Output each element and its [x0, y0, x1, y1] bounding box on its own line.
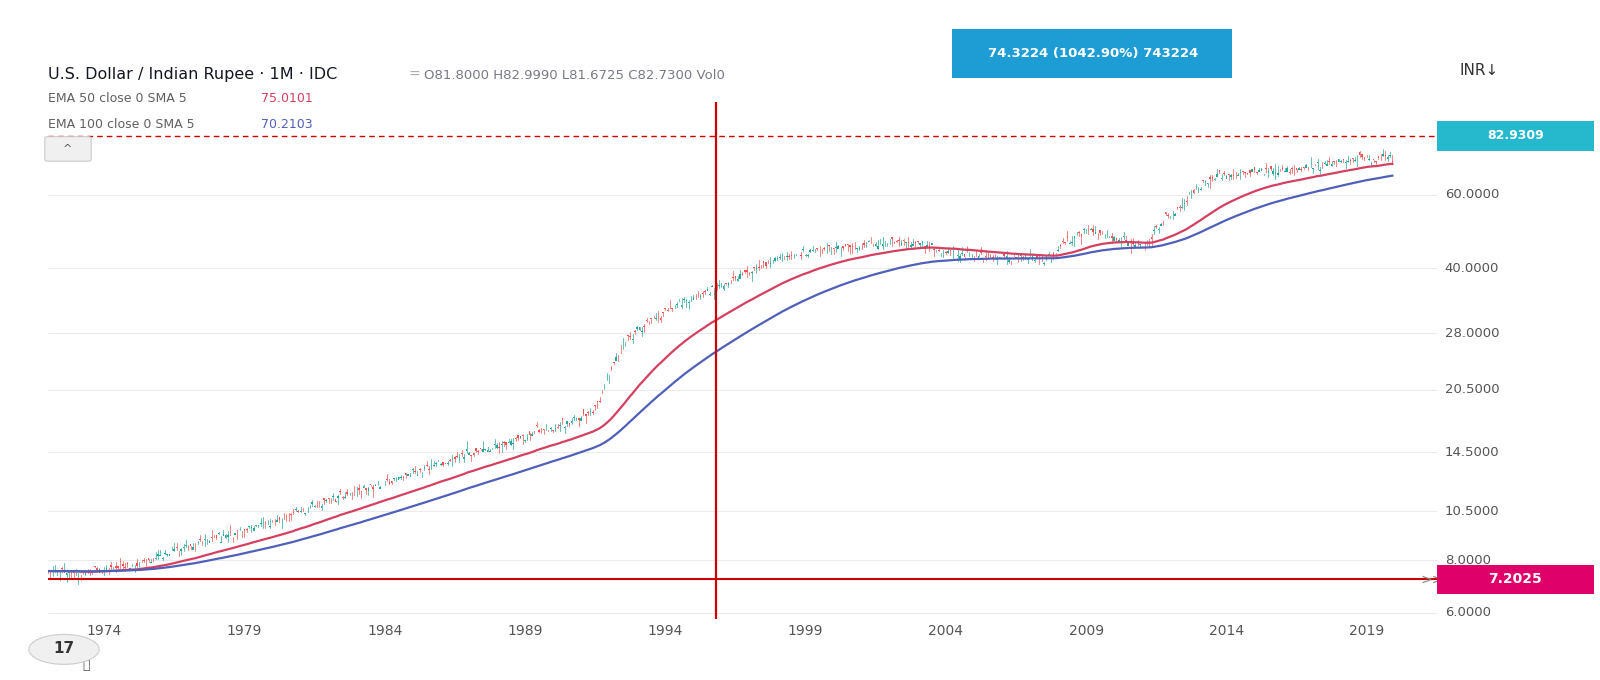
Text: 40.0000: 40.0000: [1445, 262, 1499, 275]
Text: 6.0000: 6.0000: [1445, 606, 1491, 619]
Text: 10.5000: 10.5000: [1445, 505, 1499, 517]
Text: EMA 50 close 0 SMA 5: EMA 50 close 0 SMA 5: [48, 92, 187, 105]
Text: 28.0000: 28.0000: [1445, 326, 1499, 339]
Text: U.S. Dollar / Indian Rupee · 1M · IDC: U.S. Dollar / Indian Rupee · 1M · IDC: [48, 67, 338, 82]
Text: 17: 17: [53, 641, 75, 656]
Text: 75.0101: 75.0101: [261, 92, 312, 105]
Text: ^: ^: [64, 144, 72, 154]
Text: 14.5000: 14.5000: [1445, 446, 1499, 459]
Text: 70.2103: 70.2103: [261, 118, 312, 131]
Text: 8.0000: 8.0000: [1445, 554, 1491, 567]
Text: 🐦: 🐦: [83, 658, 90, 672]
Text: 60.0000: 60.0000: [1445, 188, 1499, 201]
Text: 82.9309: 82.9309: [1486, 129, 1544, 143]
Text: INR↓: INR↓: [1459, 63, 1499, 78]
Text: 74.3224 (1042.90%) 743224: 74.3224 (1042.90%) 743224: [987, 47, 1198, 61]
Text: =: =: [408, 67, 419, 82]
Text: EMA 100 close 0 SMA 5: EMA 100 close 0 SMA 5: [48, 118, 195, 131]
Text: O81.8000 H82.9990 L81.6725 C82.7300 Vol0: O81.8000 H82.9990 L81.6725 C82.7300 Vol0: [424, 69, 725, 82]
Text: 20.5000: 20.5000: [1445, 383, 1499, 396]
Text: >>: >>: [1421, 573, 1443, 587]
Text: 7.2025: 7.2025: [1488, 573, 1542, 586]
